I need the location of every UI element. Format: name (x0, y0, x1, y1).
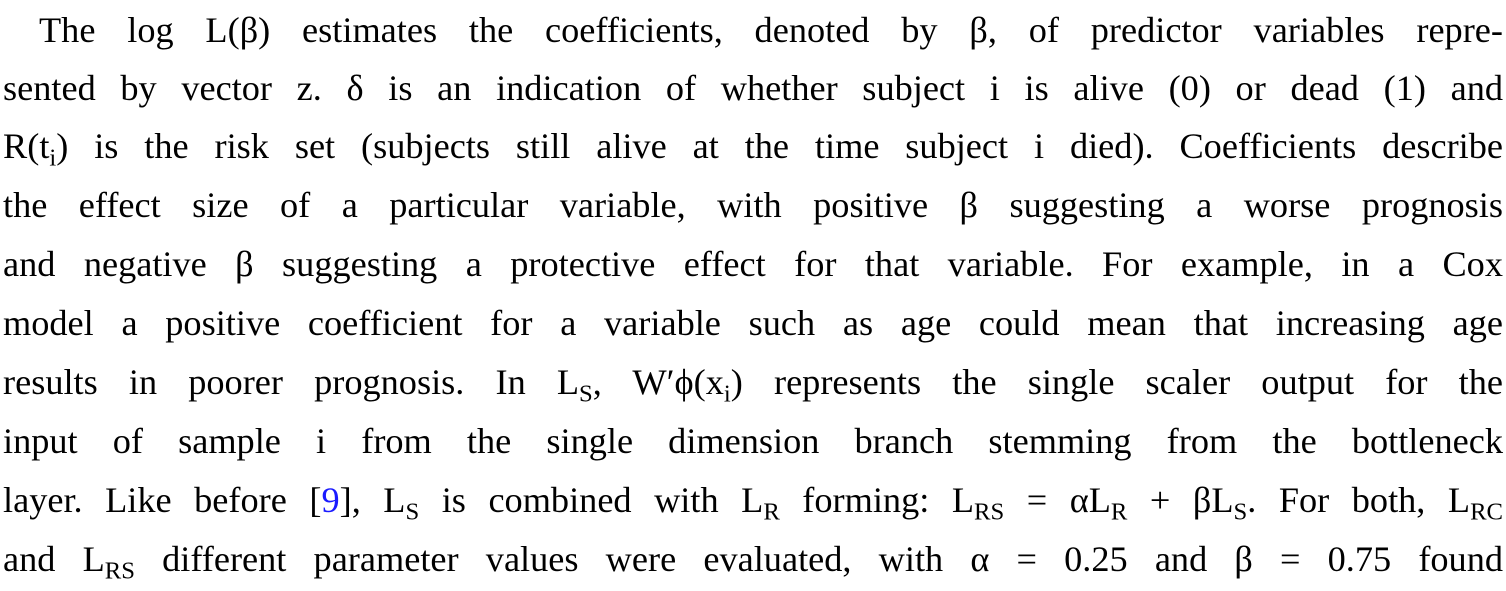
paragraph-line-10: and LRS different parameter values were … (3, 539, 1504, 585)
paragraph-line-7: results in poorer prognosis. In LS, W′ϕ(… (3, 362, 1503, 408)
paragraph-line-1: The log L(β) estimates the coefficients,… (39, 10, 1503, 50)
paragraph-line-3: R(ti) is the risk set (subjects still al… (3, 126, 1503, 172)
paragraph-line-5: and negative β suggesting a protective e… (3, 244, 1503, 284)
paragraph-line-2: sented by vector z. δ is an indication o… (3, 68, 1503, 108)
paragraph-line-6: model a positive coefficient for a varia… (3, 303, 1503, 343)
paragraph-line-8: input of sample i from the single dimens… (3, 421, 1503, 461)
citation-link[interactable]: 9 (321, 480, 340, 520)
paragraph-line-9: layer. Like before [9], LS is combined w… (3, 480, 1503, 526)
paragraph-line-4: the effect size of a particular variable… (3, 185, 1504, 225)
